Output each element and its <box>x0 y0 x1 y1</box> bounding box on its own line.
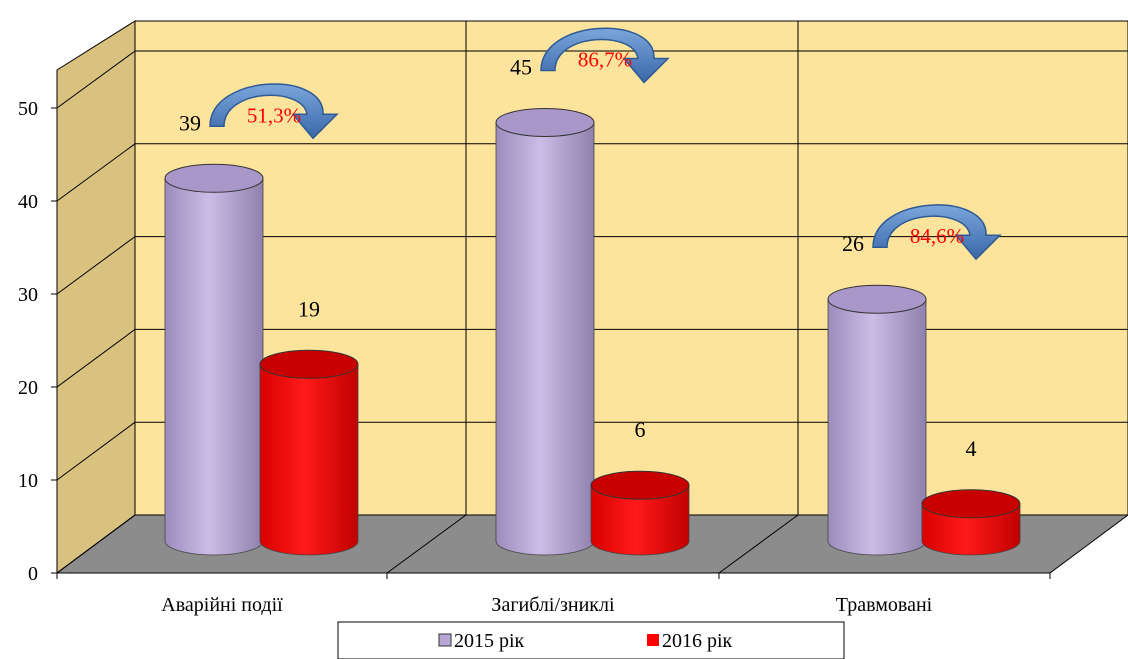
bar-top <box>590 470 690 500</box>
change-percent-label: 51,3% <box>247 103 301 127</box>
bar-body <box>259 363 359 556</box>
side-gridline <box>56 236 136 295</box>
bar <box>827 284 927 556</box>
side-gridline <box>56 514 136 574</box>
legend-box <box>337 621 845 659</box>
x-category-label: Травмовані <box>836 594 933 616</box>
curved-arrow-icon <box>209 83 339 140</box>
data-label: 26 <box>842 231 864 256</box>
y-tick-label: 40 <box>18 191 38 213</box>
bar-top <box>827 284 927 314</box>
data-label: 6 <box>635 417 646 442</box>
side-gridline <box>56 50 136 109</box>
data-label: 4 <box>966 436 977 461</box>
side-gridline <box>56 328 136 388</box>
bar <box>590 470 690 556</box>
change-percent-label: 86,7% <box>578 48 632 72</box>
y-tick-label: 20 <box>18 377 38 399</box>
y-axis: 0 10 20 30 40 50 Аварійні події Загиблі/зниклі Т… <box>18 70 1051 616</box>
bar <box>259 349 359 556</box>
bar <box>164 163 264 556</box>
bar-body <box>495 122 595 556</box>
floor-divider <box>718 514 799 574</box>
data-labels: 39 45 26 19 6 4 <box>179 55 977 461</box>
legend: 2015 рік 2016 рік <box>337 621 845 659</box>
floor-divider <box>386 514 467 574</box>
data-label: 45 <box>510 55 532 80</box>
curved-arrow-icon <box>872 204 1002 261</box>
y-tick-label: 0 <box>28 563 38 585</box>
bar-body <box>921 503 1021 556</box>
change-arrow: 86,7% <box>540 27 670 84</box>
bar-body <box>827 298 927 556</box>
data-label: 39 <box>179 110 201 135</box>
bar <box>921 489 1021 556</box>
legend-label: 2016 рік <box>662 630 733 652</box>
change-arrow: 84,6% <box>872 204 1002 261</box>
curved-arrow-icon <box>540 27 670 84</box>
x-category-label: Загиблі/зниклі <box>491 594 615 616</box>
y-tick-label: 10 <box>18 470 38 492</box>
bar-top <box>259 349 359 379</box>
change-percent-label: 84,6% <box>910 224 964 248</box>
bar-body <box>590 484 690 556</box>
legend-swatch <box>647 634 659 646</box>
bar-top <box>921 489 1021 519</box>
x-category-label: Аварійні події <box>161 594 283 616</box>
data-label: 19 <box>298 296 320 321</box>
change-arrow: 51,3% <box>209 83 339 140</box>
bar <box>495 108 595 556</box>
bar-top <box>164 163 264 193</box>
side-gridline <box>56 421 136 481</box>
bar-top <box>495 108 595 137</box>
y-tick-label: 30 <box>18 284 38 306</box>
side-gridline <box>56 143 136 202</box>
bars <box>164 108 1021 556</box>
legend-swatch <box>438 633 452 647</box>
side-wall <box>56 20 136 574</box>
legend-label: 2015 рік <box>454 630 525 652</box>
y-tick-label: 50 <box>18 98 38 120</box>
change-arrows: 51,3% 86,7% 84,6% <box>209 27 1002 261</box>
bar-body <box>164 177 264 556</box>
